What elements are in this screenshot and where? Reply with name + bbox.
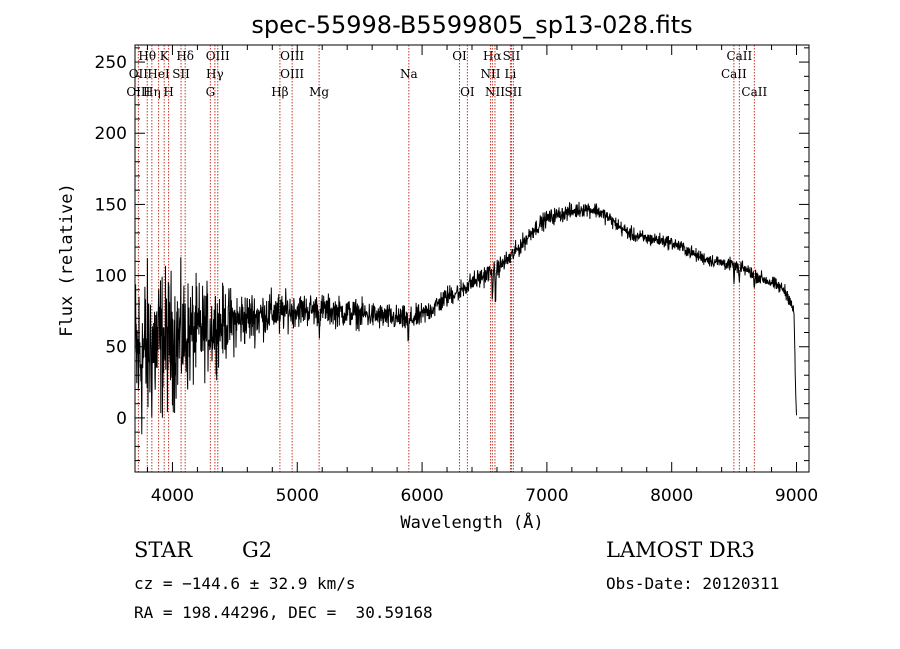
spectral-line-label: OII: [129, 67, 149, 81]
spectral-line-label: NII: [480, 67, 500, 81]
spectral-line-label: Na: [400, 67, 418, 81]
y-tick-label: 150: [95, 195, 127, 215]
spectral-line-label: G: [206, 85, 216, 99]
spectrum-line: [134, 201, 797, 435]
y-tick-label: 50: [105, 338, 127, 358]
y-tick-label: 200: [95, 124, 127, 144]
y-axis-label: Flux (relative): [57, 183, 77, 337]
x-tick-label: 6000: [400, 486, 443, 506]
spectral-line-label: SII: [503, 49, 521, 63]
spectral-line-label: SII: [172, 67, 190, 81]
observation-date: Obs-Date: 20120311: [606, 574, 780, 593]
spectral-line-label: Hη: [143, 85, 161, 99]
x-tick-label: 7000: [525, 486, 568, 506]
y-tick-label: 250: [95, 53, 127, 73]
spectral-line-label: CaII: [726, 49, 752, 63]
object-class: STAR: [134, 538, 193, 562]
chart-title: spec-55998-B5599805_sp13-028.fits: [251, 11, 692, 39]
spectral-line-label: OIII: [206, 49, 230, 63]
spectral-line-label: NII: [485, 85, 505, 99]
spectral-line-label: Li: [505, 67, 517, 81]
spectral-line-label: Hα: [483, 49, 502, 63]
axis-ticks: 4000 5000 6000 7000 8000 9000 0 50 100 150 200 250: [95, 45, 818, 506]
spectral-line-label: SII: [504, 85, 522, 99]
redshift-velocity: cz = −144.6 ± 32.9 km/s: [134, 574, 356, 593]
spectral-line-label: OIII: [126, 85, 150, 99]
x-tick-label: 4000: [151, 486, 194, 506]
spectral-line-label: HeI: [147, 67, 170, 81]
spectral-line-label: CaII: [741, 85, 767, 99]
x-tick-label: 5000: [276, 486, 319, 506]
spectral-line-label: OIII: [280, 49, 304, 63]
spectral-line-label: OI: [452, 49, 467, 63]
object-subclass: G2: [242, 538, 273, 562]
coordinates: RA = 198.44296, DEC = 30.59168: [134, 603, 433, 622]
y-tick-label: 0: [116, 409, 127, 429]
spectral-line-label: CaII: [721, 67, 747, 81]
spectral-line-label: OIII: [280, 67, 304, 81]
spectral-line-label: Mg: [309, 85, 329, 99]
x-axis-label: Wavelength (Å): [400, 511, 543, 533]
spectral-line-label: K: [160, 49, 170, 63]
spectral-line-markers: Hθ OII OIII K Hη HeI H SII Hδ OIII Hγ G Hβ OIII OIII Mg…: [126, 45, 767, 472]
x-tick-label: 8000: [650, 486, 693, 506]
spectral-line-label: Hδ: [176, 49, 194, 63]
spectral-line-label: Hβ: [271, 85, 288, 99]
spectral-line-label: H: [163, 85, 173, 99]
spectral-line-label: Hθ: [138, 49, 156, 63]
survey-name: LAMOST DR3: [606, 538, 755, 562]
y-tick-label: 100: [95, 267, 127, 287]
x-tick-label: 9000: [775, 486, 818, 506]
spectral-line-label: Hγ: [206, 67, 224, 81]
spectral-line-label: OI: [460, 85, 475, 99]
